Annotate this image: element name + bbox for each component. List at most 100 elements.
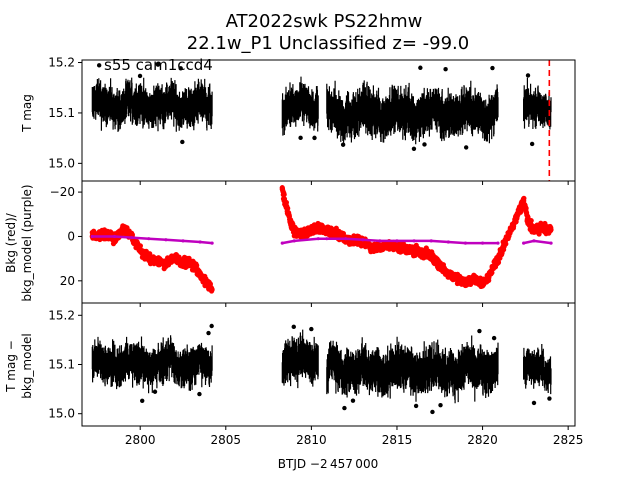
bkg-point bbox=[137, 243, 143, 249]
error-bars bbox=[326, 80, 499, 145]
bkg-anchor-point bbox=[291, 229, 297, 235]
bkg-point bbox=[281, 191, 287, 198]
bkg-model-point bbox=[130, 235, 134, 240]
data-point bbox=[463, 145, 469, 150]
data-point bbox=[309, 326, 314, 332]
data-point bbox=[342, 405, 347, 411]
data-point bbox=[180, 139, 185, 145]
y-tick-label: 15.2 bbox=[48, 56, 75, 70]
data-point bbox=[209, 323, 214, 329]
data-point bbox=[430, 409, 435, 415]
panel-tmag: 15.0 15.1 15.2 bbox=[48, 56, 576, 185]
y-tick-label: 20 bbox=[60, 274, 75, 288]
bkg-model-point bbox=[361, 238, 365, 242]
ylabel-bot-line1: T mag − bbox=[4, 340, 18, 393]
bkg-anchor-point bbox=[411, 247, 417, 253]
bkg-model-point bbox=[549, 241, 553, 245]
bkg-point bbox=[194, 262, 200, 269]
error-bars bbox=[523, 77, 552, 130]
bkg-anchor-point bbox=[548, 227, 554, 233]
bkg-model-point bbox=[325, 237, 329, 241]
bkg-model-point bbox=[316, 237, 320, 241]
panel-background: −20 0 20 bbox=[50, 180, 576, 307]
bkg-model-point bbox=[147, 237, 151, 241]
x-tick-label: 2825 bbox=[553, 433, 584, 447]
bkg-anchor-point bbox=[324, 227, 330, 233]
ylabel-mid-line2: bkg_model (purple) bbox=[20, 184, 34, 301]
bkg-anchor-point bbox=[531, 227, 537, 233]
bkg-anchor-point bbox=[197, 271, 203, 277]
bkg-model-point bbox=[210, 241, 214, 245]
bkg-model-point bbox=[164, 238, 168, 242]
y-tick-label: 15.1 bbox=[48, 106, 75, 120]
bkg-anchor-point bbox=[437, 262, 443, 268]
bkg-model-point bbox=[292, 239, 296, 243]
y-tick-label: 15.1 bbox=[48, 358, 75, 372]
bkg-anchor-point bbox=[279, 185, 285, 191]
error-bars bbox=[281, 76, 319, 136]
bkg-model-point bbox=[344, 237, 348, 241]
x-tick-label: 2805 bbox=[211, 433, 242, 447]
bkg-model-point bbox=[429, 239, 433, 243]
bkg-model-point bbox=[181, 239, 185, 243]
bkg-model-point bbox=[412, 239, 416, 243]
error-bars bbox=[91, 335, 213, 394]
data-point bbox=[418, 65, 423, 70]
data-point bbox=[140, 398, 145, 403]
chart-title-line2: 22.1w_P1 Unclassified z= -99.0 bbox=[187, 33, 469, 54]
bkg-anchor-point bbox=[526, 220, 532, 226]
chart-title-line1: AT2022swk PS22hmw bbox=[226, 11, 423, 32]
bkg-anchor-point bbox=[488, 269, 494, 275]
data-point bbox=[547, 396, 552, 401]
bkg-anchor-point bbox=[188, 260, 195, 266]
data-point bbox=[312, 135, 317, 141]
data-segment bbox=[281, 324, 319, 389]
data-point bbox=[438, 402, 443, 408]
bkg-model-series bbox=[90, 234, 553, 245]
data-point bbox=[178, 66, 183, 71]
bkg-anchor-point bbox=[146, 256, 152, 262]
bkg-anchor-point bbox=[315, 224, 321, 231]
bkg-model-point bbox=[395, 239, 399, 243]
y-tick-label: 0 bbox=[67, 229, 75, 243]
bkg-anchor-point bbox=[154, 258, 160, 264]
bkg-anchor-point bbox=[521, 198, 527, 204]
data-point bbox=[525, 73, 531, 78]
data-segment bbox=[326, 65, 499, 152]
data-segment bbox=[91, 62, 213, 145]
data-segment bbox=[523, 344, 552, 406]
bkg-anchor-point bbox=[163, 260, 169, 266]
data-point bbox=[155, 62, 161, 67]
bkg-anchor-point bbox=[420, 249, 426, 255]
plot-area bbox=[91, 62, 552, 152]
bkg-model-point bbox=[90, 234, 94, 239]
data-segment bbox=[281, 76, 319, 141]
bkg-anchor-point bbox=[368, 244, 374, 251]
error-bars bbox=[91, 77, 213, 132]
data-point bbox=[298, 135, 303, 141]
bkg-anchor-point bbox=[209, 287, 215, 293]
bkg-model-point bbox=[378, 239, 382, 243]
data-point bbox=[197, 391, 202, 397]
y-tick-label: 15.2 bbox=[48, 308, 75, 322]
bkg-anchor-point bbox=[300, 231, 306, 237]
data-point bbox=[291, 324, 296, 330]
bkg-anchor-point bbox=[206, 282, 212, 288]
y-tick-label: 15.0 bbox=[48, 156, 75, 170]
bkg-anchor-point bbox=[180, 260, 186, 266]
data-point bbox=[411, 146, 417, 152]
bkg-anchor-point bbox=[454, 276, 460, 282]
bkg-anchor-point bbox=[394, 244, 400, 251]
data-point bbox=[477, 328, 482, 334]
bkg-anchor-point bbox=[445, 271, 451, 277]
data-point bbox=[491, 335, 497, 341]
x-tick-label: 2820 bbox=[467, 433, 498, 447]
x-tick-label: 2815 bbox=[382, 433, 413, 447]
bkg-anchor-point bbox=[288, 220, 294, 226]
sector-camera-annotation: s55 cam1ccd4 bbox=[104, 56, 213, 74]
bkg-point bbox=[523, 205, 529, 211]
bkg-model-point bbox=[480, 241, 485, 245]
data-segment bbox=[91, 323, 214, 403]
bkg-anchor-point bbox=[402, 247, 409, 253]
bkg-anchor-point bbox=[385, 242, 392, 248]
